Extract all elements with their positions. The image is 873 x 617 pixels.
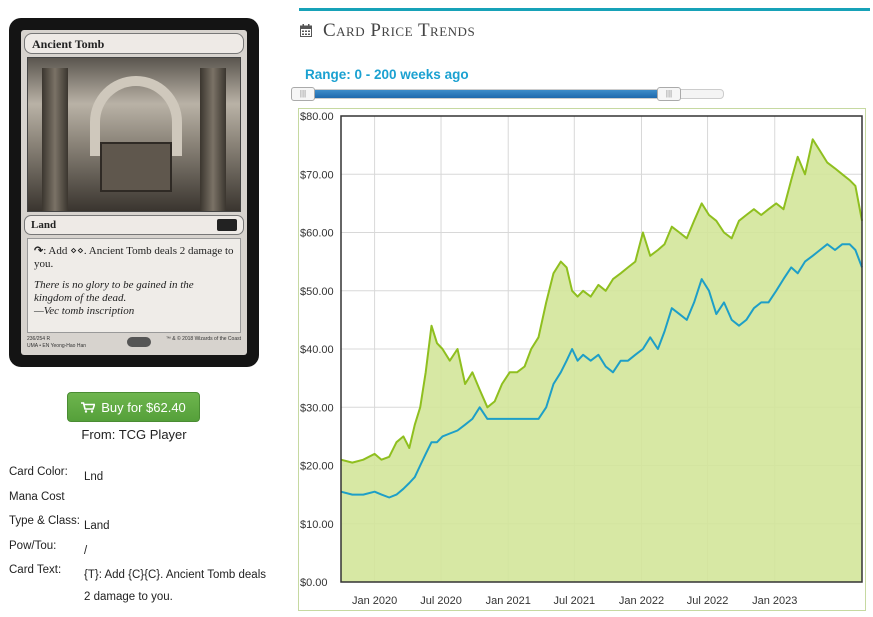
- card-text-box: ↷: Add ⋄⋄. Ancient Tomb deals 2 damage t…: [27, 238, 241, 333]
- x-tick-label: Jan 2020: [352, 595, 397, 607]
- card-rules-text: : Add ⋄⋄. Ancient Tomb deals 2 damage to…: [34, 245, 234, 270]
- buy-source: From: TCG Player: [81, 427, 187, 442]
- x-tick-label: Jan 2023: [752, 595, 797, 607]
- card-artist: Yeong-Hao Han: [50, 343, 87, 349]
- price-chart-svg: $0.00 $10.00 $20.00 $30.00 $40.00 $50.00 $60.0…: [300, 111, 863, 607]
- art-pillar-left: [42, 68, 68, 211]
- card-name: Ancient Tomb: [24, 33, 244, 54]
- detail-label: Card Color:: [9, 466, 68, 478]
- set-symbol-icon: [217, 219, 237, 231]
- y-tick-label: $10.00: [300, 519, 334, 531]
- detail-value: {T}: Add {C}{C}. Ancient Tomb deals 2 da…: [84, 569, 267, 603]
- card-art: [27, 57, 241, 212]
- card-details: Card Color: Lnd Mana Cost Type & Class: …: [9, 466, 269, 614]
- detail-row-mana-cost: Mana Cost: [9, 491, 269, 516]
- x-tick-label: Jan 2021: [486, 595, 531, 607]
- detail-row-card-text: Card Text: {T}: Add {C}{C}. Ancient Tomb…: [9, 564, 269, 614]
- detail-label: Pow/Tou:: [9, 539, 57, 552]
- card-flavor-text: There is no glory to be gained in the ki…: [34, 279, 194, 304]
- range-slider-handle-start[interactable]: |||: [291, 87, 315, 101]
- card-frame: Ancient Tomb Land ↷: Add ⋄⋄. Ancient Tom…: [21, 30, 247, 355]
- x-tick-label: Jan 2022: [619, 595, 664, 607]
- y-tick-label: $0.00: [300, 577, 328, 589]
- range-label: Range: 0 - 200 weeks ago: [305, 67, 469, 82]
- art-arch: [90, 76, 182, 156]
- detail-row-color: Card Color: Lnd: [9, 466, 269, 491]
- card-image: Ancient Tomb Land ↷: Add ⋄⋄. Ancient Tom…: [9, 18, 259, 367]
- art-throne: [100, 142, 172, 192]
- x-tick-label: Jul 2020: [420, 595, 462, 607]
- calendar-icon: [300, 24, 312, 37]
- y-tick-label: $40.00: [300, 344, 334, 356]
- card-rules: ↷: Add ⋄⋄. Ancient Tomb deals 2 damage t…: [34, 245, 234, 271]
- cart-icon: [81, 401, 96, 413]
- detail-value: /: [84, 544, 88, 557]
- y-tick-label: $80.00: [300, 111, 334, 123]
- card-type-text: Land: [31, 219, 57, 231]
- card-type-line: Land: [24, 215, 244, 235]
- card-set-line: UMA • EN Yeong-Hao Han: [27, 343, 241, 350]
- holo-stamp-icon: [127, 337, 151, 347]
- range-slider-selection: [303, 90, 670, 98]
- detail-label: Type & Class:: [9, 515, 80, 527]
- y-tick-label: $60.00: [300, 228, 334, 240]
- detail-row-pow-tou: Pow/Tou: /: [9, 540, 269, 565]
- y-tick-label: $50.00: [300, 286, 334, 298]
- detail-value: Land: [84, 520, 110, 532]
- buy-button-label: Buy for $62.40: [101, 399, 186, 415]
- card-flavor-attribution: —Vec tomb inscription: [34, 305, 135, 317]
- price-chart: $0.00 $10.00 $20.00 $30.00 $40.00 $50.00 $60.0…: [298, 108, 866, 611]
- series-line-1: [340, 243, 863, 499]
- card-footer: 236/254 R UMA • EN Yeong-Hao Han ™ & © 2…: [27, 336, 241, 352]
- tap-symbol-icon: ↷: [34, 245, 44, 257]
- x-tick-label: Jul 2022: [687, 595, 729, 607]
- card-copyright: ™ & © 2018 Wizards of the Coast: [165, 336, 241, 342]
- page-title: Card Price Trends: [323, 20, 476, 41]
- detail-value: Lnd: [84, 471, 104, 483]
- art-pillar-right: [200, 68, 226, 211]
- section-divider: [299, 8, 870, 11]
- card-collector-number: 236/254 R: [27, 336, 51, 342]
- detail-label: Card Text:: [9, 564, 62, 576]
- detail-row-type: Type & Class: Land: [9, 515, 269, 540]
- card-set: UMA • EN: [27, 343, 50, 349]
- range-slider-handle-end[interactable]: |||: [657, 87, 681, 101]
- y-tick-label: $20.00: [300, 461, 334, 473]
- y-tick-label: $30.00: [300, 402, 334, 414]
- y-tick-label: $70.00: [300, 169, 334, 181]
- series-line-0: [340, 138, 863, 464]
- buy-button[interactable]: Buy for $62.40: [67, 392, 200, 422]
- plot-border: [340, 115, 863, 583]
- detail-label: Mana Cost: [9, 490, 65, 503]
- x-tick-label: Jul 2021: [554, 595, 596, 607]
